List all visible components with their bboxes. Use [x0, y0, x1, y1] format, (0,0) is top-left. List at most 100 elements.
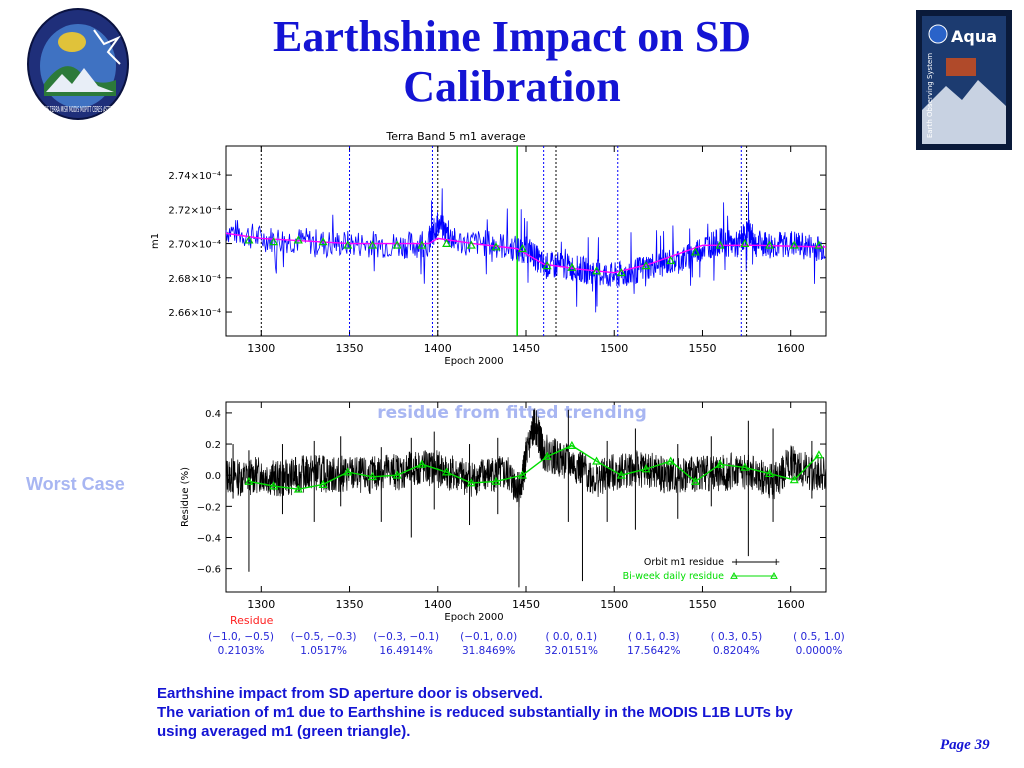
average-point	[392, 240, 402, 249]
average-point	[517, 243, 527, 253]
biweek-residue-point	[367, 472, 377, 481]
residue-bin-range: (−0.5, −0.3)	[290, 631, 357, 643]
legend-orbit-marker: +	[732, 557, 740, 568]
biweek-residue-point	[567, 440, 577, 450]
y-tick-label: 0.2	[205, 440, 221, 451]
average-point	[244, 235, 254, 244]
x-tick-label: 1300	[247, 342, 275, 355]
residue-bin-percent: 0.2103%	[217, 645, 265, 657]
legend-orbit-label: Orbit m1 residue	[644, 557, 724, 568]
residue-bin: (−1.0, −0.5) 0.2103%	[200, 630, 282, 658]
x-tick-label: 1300	[247, 598, 275, 611]
average-point	[542, 261, 552, 270]
biweek-residue-point	[517, 470, 527, 479]
residue-bin-range: ( 0.5, 1.0)	[793, 631, 845, 643]
biweek-residue-point	[466, 478, 476, 487]
x-tick-label: 1550	[688, 342, 716, 355]
biweek-residue-point	[690, 476, 700, 485]
residue-bin-range: (−0.1, 0.0)	[460, 631, 518, 643]
biweek-residue-point	[491, 476, 501, 485]
average-point	[789, 240, 799, 249]
residue-bin-range: ( 0.3, 0.5)	[710, 631, 763, 643]
biweek-residue-point	[542, 451, 552, 460]
residue-bin-range: (−1.0, −0.5)	[208, 631, 274, 643]
residue-bin-percent: 17.5642%	[627, 645, 681, 657]
average-point	[641, 261, 651, 270]
biweek-residue-point	[592, 456, 602, 465]
legend-biweek-marker	[730, 571, 738, 579]
biweek-residue-point	[814, 450, 824, 459]
x-tick-label: 1350	[336, 598, 364, 611]
x-tick-label: 1600	[777, 342, 805, 355]
y-tick-label: −0.6	[197, 565, 221, 576]
residue-bin: (−0.3, −0.1) 16.4914%	[365, 630, 447, 658]
y-tick-label: −0.4	[197, 533, 221, 544]
biweek-residue-point	[318, 479, 328, 488]
residue-bin-range: (−0.3, −0.1)	[373, 631, 440, 643]
residue-bin-percent: 32.0151%	[544, 645, 598, 657]
residue-bin: ( 0.3, 0.5) 0.8204%	[695, 630, 777, 658]
residue-bin-range: ( 0.1, 0.3)	[628, 631, 680, 643]
chart-subtitle: residue from fitted trending	[377, 403, 647, 423]
page-title: Earthshine Impact on SD Calibration	[273, 12, 751, 111]
y-tick-label: 0.4	[205, 409, 221, 420]
residue-header: Residue	[230, 614, 274, 627]
biweek-residue-point	[269, 481, 279, 490]
average-point	[367, 240, 377, 249]
page-number: Page 39	[940, 737, 990, 753]
biweek-residue-point	[715, 459, 725, 468]
legend-biweek-marker	[770, 571, 778, 579]
chart-residue: 1300 1350 1400 1450 1500 1550 1600 −0.6 −0.4 −0.2…	[180, 401, 827, 623]
body-line: using averaged m1 (green triangle).	[157, 723, 411, 740]
residue-bin-percent: 31.8469%	[461, 645, 516, 657]
chart-terra-band5-m1: 1300 1350 1400 1450 1500 1550 1600 2.66×10⁻⁴ 2.6…	[150, 130, 827, 367]
biweek-residue-point	[293, 484, 303, 493]
orbit-series-line	[225, 188, 826, 313]
y-axis-label: m1	[150, 233, 161, 249]
legend-biweek-label: Bi-week daily residue	[623, 571, 725, 582]
x-tick-label: 1450	[512, 598, 540, 611]
y-tick-label: 2.74×10⁻⁴	[168, 171, 221, 182]
y-tick-label: 0.0	[205, 471, 221, 482]
y-tick-label: 2.70×10⁻⁴	[168, 240, 221, 251]
biweek-residue-point	[417, 459, 427, 468]
average-point	[666, 255, 676, 265]
average-point	[343, 240, 353, 249]
residue-bin: (−0.5, −0.3) 1.0517%	[283, 630, 365, 658]
body-line: Earthshine impact from SD aperture door …	[157, 685, 543, 702]
average-point	[567, 262, 577, 271]
orbit-residue-line	[225, 408, 827, 508]
body-text: Earthshine impact from SD aperture door …	[157, 684, 917, 741]
biweek-residue-point	[616, 470, 626, 479]
body-line: The variation of m1 due to Earthshine is…	[157, 704, 793, 721]
x-tick-label: 1500	[600, 598, 628, 611]
average-point	[616, 267, 626, 277]
biweek-residue-point	[666, 456, 676, 465]
y-tick-label: 2.68×10⁻⁴	[168, 274, 221, 285]
average-point	[491, 242, 501, 251]
average-point	[592, 266, 602, 275]
residue-bin-percent: 16.4914%	[379, 645, 433, 657]
residue-bin: ( 0.0, 0.1) 32.0151%	[530, 630, 612, 658]
biweek-residue-point	[789, 475, 799, 484]
aqua-mission-logo: Aqua Earth Observing System	[916, 10, 1012, 155]
chart-title: Terra Band 5 m1 average	[385, 130, 525, 143]
x-tick-label: 1450	[512, 342, 540, 355]
average-point	[715, 240, 725, 249]
biweek-residue-point	[740, 462, 750, 471]
legend-orbit-marker: +	[772, 557, 780, 568]
aqua-logo-text: Aqua	[951, 27, 997, 46]
residue-bin: ( 0.1, 0.3) 17.5642%	[613, 630, 695, 658]
biweek-residue-point	[765, 468, 775, 478]
biweek-residue-point	[392, 470, 402, 479]
worst-case-label: Worst Case	[26, 474, 125, 494]
average-point	[765, 240, 775, 249]
x-tick-label: 1500	[600, 342, 628, 355]
biweek-residue-point	[641, 464, 651, 473]
residue-bin: (−0.1, 0.0) 31.8469%	[448, 630, 530, 658]
average-point	[690, 247, 700, 256]
x-tick-label: 1600	[777, 598, 805, 611]
x-axis-label: Epoch 2000	[444, 612, 503, 623]
x-tick-label: 1400	[424, 342, 452, 355]
residue-bin-range: ( 0.0, 0.1)	[545, 631, 598, 643]
